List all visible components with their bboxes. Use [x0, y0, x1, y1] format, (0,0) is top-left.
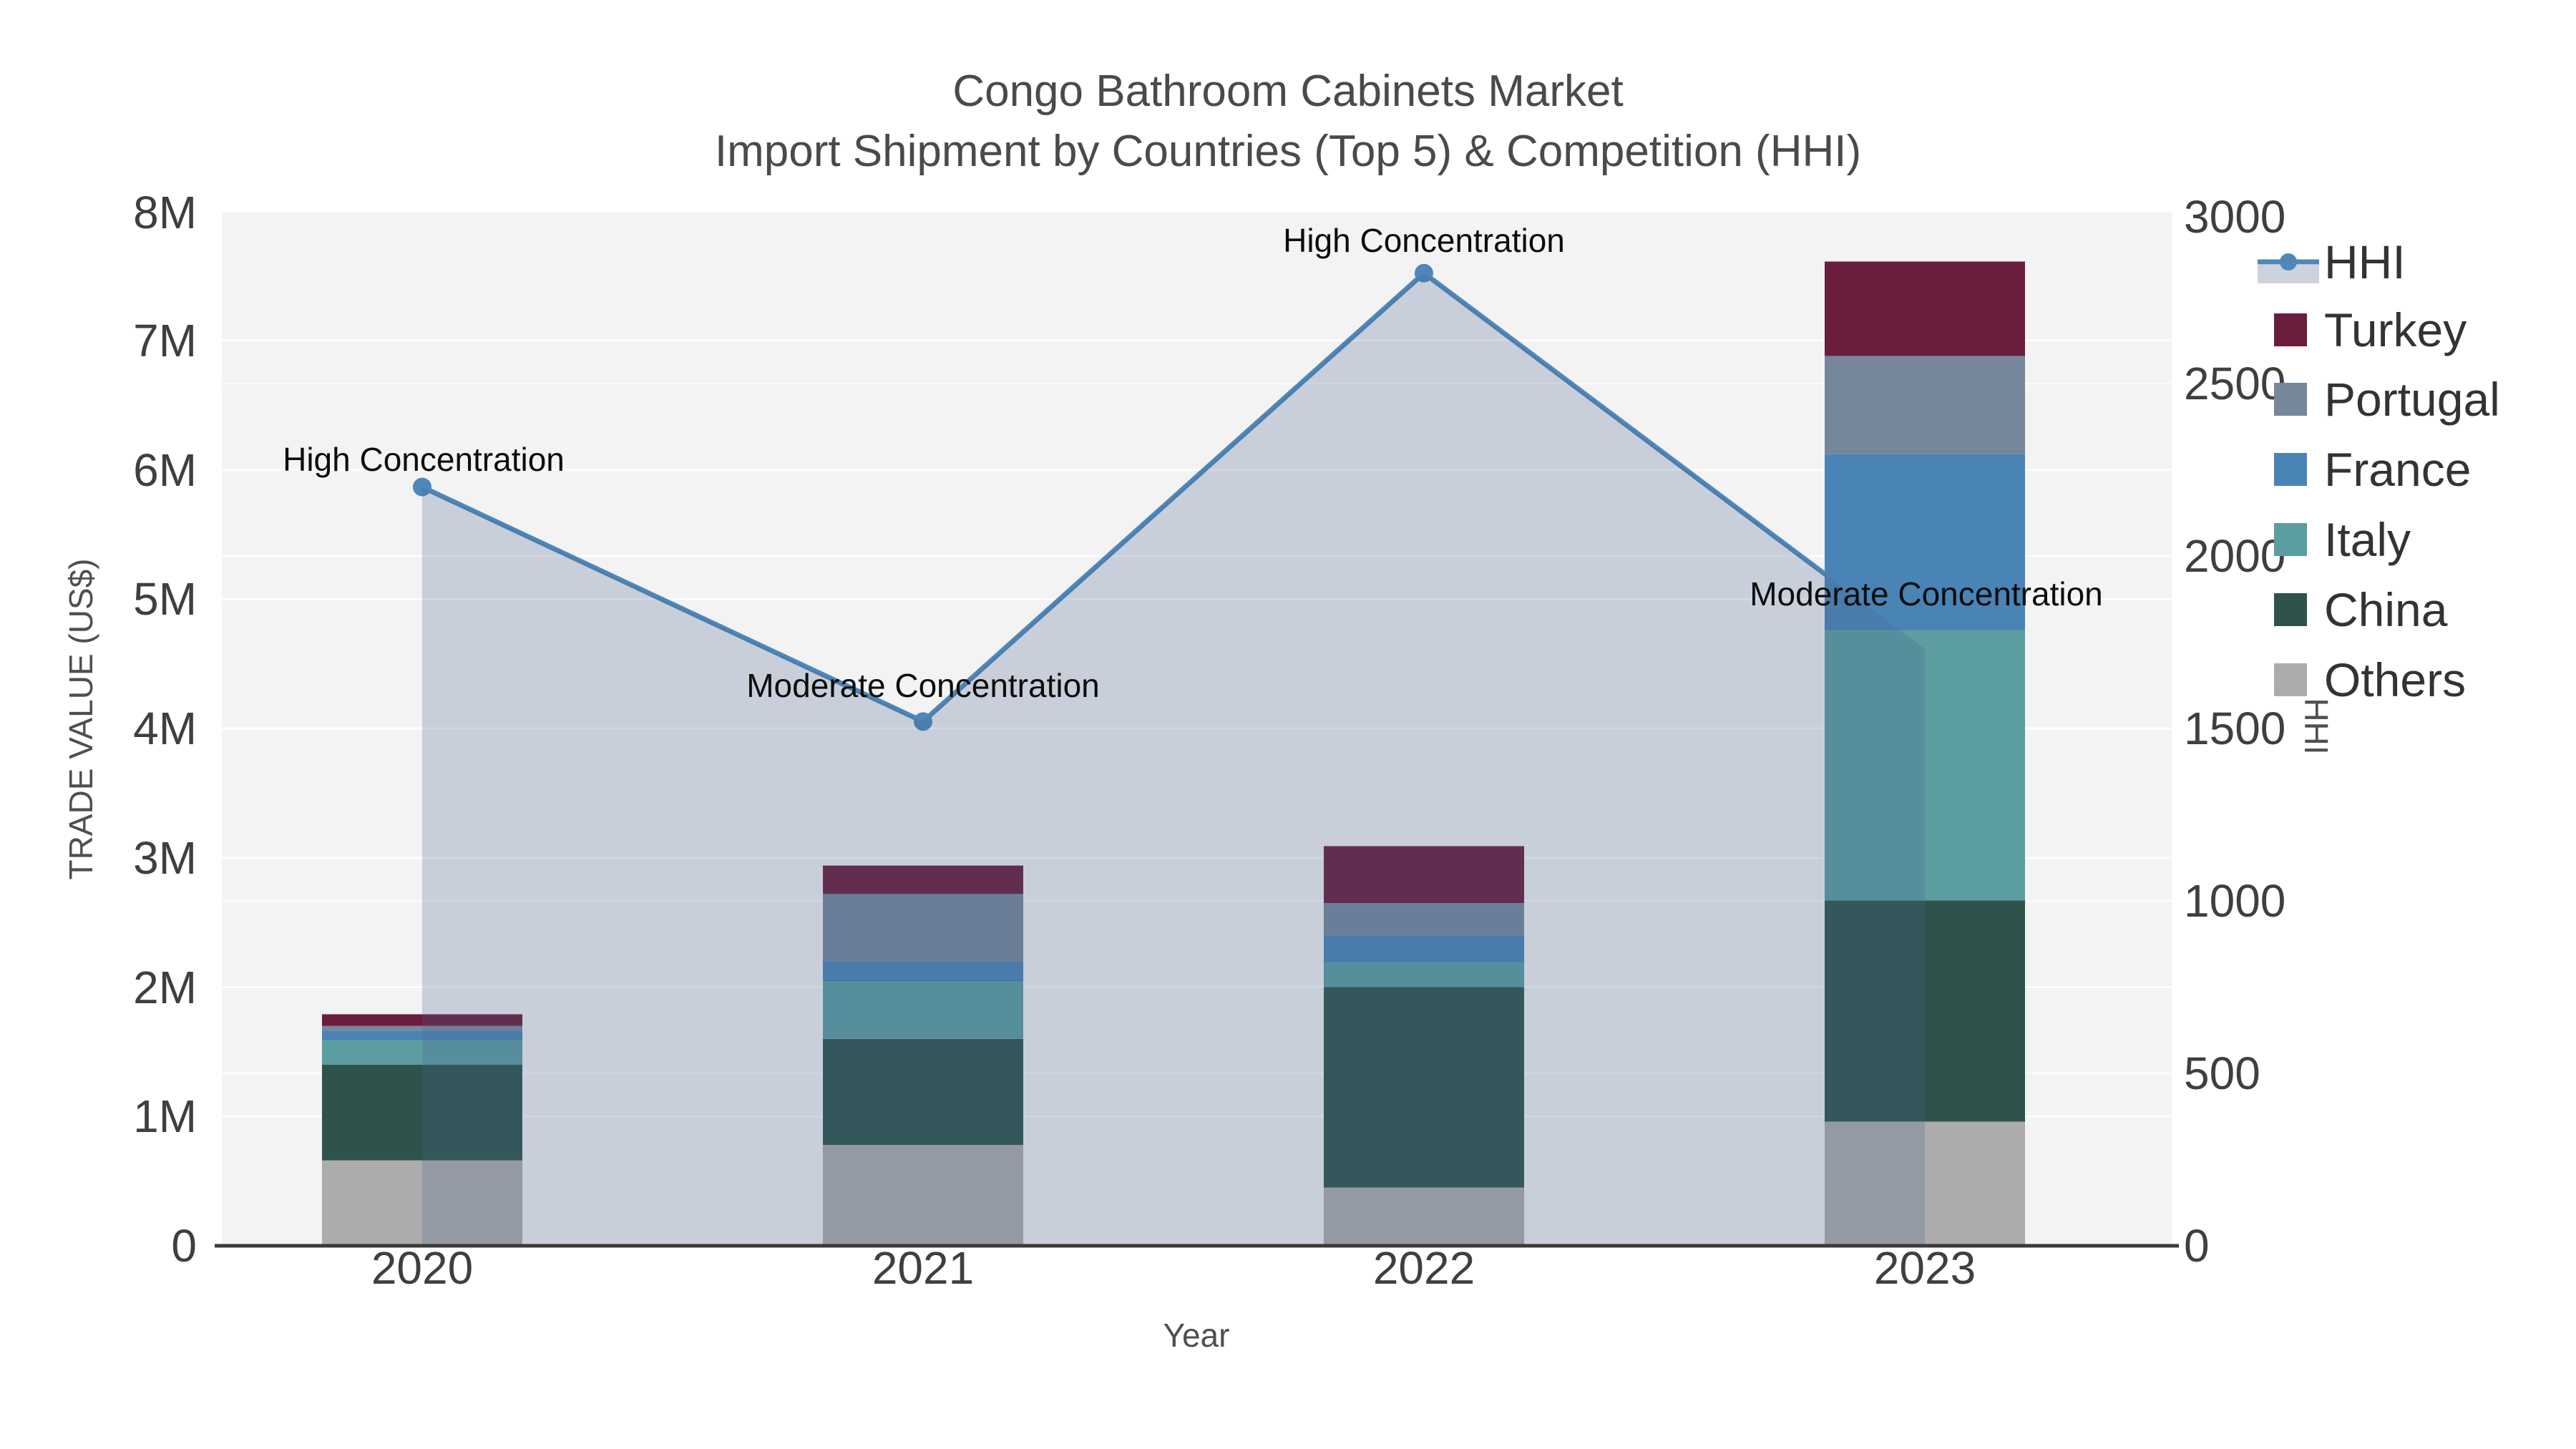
hhi-marker-2021: [914, 712, 932, 731]
bar-segment-2020-portugal: [322, 1025, 522, 1031]
hhi-area-fill-layer: [422, 273, 1925, 1246]
hhi-area-fill: [422, 273, 1925, 1246]
bar-segment-2023-italy: [1825, 630, 2025, 901]
hhi-line: [421, 270, 1927, 725]
y-left-tick: 5M: [133, 573, 197, 625]
y-left-tick: 0: [171, 1220, 197, 1272]
y-right-tick: 0: [2184, 1220, 2210, 1272]
legend-item-portugal: Portugal: [2274, 373, 2500, 426]
y-axis-left-title: TRADE VALUE (US$): [62, 558, 99, 879]
y-left-tick: 1M: [133, 1091, 197, 1142]
legend-label-france: France: [2324, 443, 2471, 496]
bar-segment-2022-portugal: [1324, 903, 1524, 936]
chart-title: Congo Bathroom Cabinets Market: [952, 67, 1623, 116]
annotation-2023: Moderate Concentration: [1750, 575, 2103, 613]
bar-segment-2023-others: [1825, 1121, 2025, 1246]
legend-label-china: China: [2324, 583, 2448, 636]
annotation-2020: High Concentration: [283, 441, 565, 478]
y-axis-right-ticks: 0 500 1000 1500 2000 2500 3000: [2184, 191, 2285, 1272]
annotation-2022: High Concentration: [1283, 222, 1565, 259]
y-axis-right-title: HHI: [2298, 698, 2335, 754]
x-tick-2021: 2021: [872, 1242, 974, 1294]
others-swatch: [2274, 663, 2307, 696]
france-swatch: [2274, 453, 2307, 486]
hhi-marker-swatch: [2280, 253, 2297, 270]
y-right-tick: 2000: [2184, 530, 2285, 582]
portugal-swatch: [2274, 383, 2307, 416]
y-left-tick: 6M: [133, 444, 197, 496]
legend-item-others: Others: [2274, 653, 2466, 706]
legend-label-others: Others: [2324, 653, 2466, 706]
x-axis-title: Year: [1163, 1317, 1230, 1354]
legend-label-hhi: HHI: [2324, 235, 2406, 288]
x-tick-2023: 2023: [1874, 1242, 1976, 1294]
bar-segment-2022-turkey: [1324, 846, 1524, 904]
x-tick-2020: 2020: [371, 1242, 473, 1294]
y-left-tick: 3M: [133, 832, 197, 884]
annotation-2021: Moderate Concentration: [746, 667, 1100, 704]
legend-item-hhi: HHI: [2258, 235, 2406, 288]
hhi-annotations: High Concentration Moderate Concentratio…: [283, 222, 2103, 704]
y-left-tick: 2M: [133, 962, 197, 1013]
bar-segment-2022-italy: [1324, 962, 1524, 987]
bar-segment-2023-china: [1825, 900, 2025, 1122]
y-left-tick: 4M: [133, 703, 197, 754]
bar-segment-2023-turkey: [1825, 261, 2025, 356]
chart-subtitle: Import Shipment by Countries (Top 5) & C…: [715, 127, 1861, 176]
turkey-swatch: [2274, 313, 2307, 346]
bar-segment-2022-france: [1324, 935, 1524, 963]
y-right-tick: 500: [2184, 1048, 2260, 1099]
bar-segment-2020-china: [322, 1064, 522, 1161]
legend-label-portugal: Portugal: [2324, 373, 2500, 426]
bar-segment-2021-france: [823, 961, 1023, 982]
legend-item-turkey: Turkey: [2274, 303, 2467, 356]
bar-segment-2021-italy: [823, 982, 1023, 1039]
china-swatch: [2274, 593, 2307, 626]
y-left-tick: 7M: [133, 315, 197, 366]
bar-segment-2021-others: [823, 1145, 1023, 1246]
bar-segment-2020-others: [322, 1160, 522, 1246]
bar-segment-2020-italy: [322, 1040, 522, 1065]
x-tick-2022: 2022: [1373, 1242, 1475, 1294]
legend: HHI Turkey Portugal France Italy China O…: [2258, 235, 2500, 706]
bar-segment-2020-turkey: [322, 1014, 522, 1026]
bar-segment-2021-china: [823, 1038, 1023, 1146]
y-axis-left-ticks: 0 1M 2M 3M 4M 5M 6M 7M 8M: [133, 187, 197, 1272]
bar-segment-2022-china: [1324, 987, 1524, 1188]
legend-item-china: China: [2274, 583, 2448, 636]
y-left-tick: 8M: [133, 187, 197, 238]
y-right-tick: 2500: [2184, 358, 2285, 409]
legend-label-turkey: Turkey: [2324, 303, 2467, 356]
stacked-bars-layer: [322, 261, 2025, 1246]
bar-segment-2021-turkey: [823, 865, 1023, 894]
bar-segment-2023-france: [1825, 454, 2025, 630]
legend-item-france: France: [2274, 443, 2471, 496]
hhi-marker-2022: [1415, 263, 1433, 283]
bar-segment-2023-portugal: [1825, 356, 2025, 454]
bar-segment-2020-france: [322, 1030, 522, 1040]
bar-segment-2022-others: [1324, 1187, 1524, 1246]
y-right-tick: 1000: [2184, 875, 2285, 927]
y-right-tick: 3000: [2184, 191, 2285, 243]
hhi-marker-2020: [413, 477, 431, 497]
bar-segment-2021-portugal: [823, 894, 1023, 962]
italy-swatch: [2274, 523, 2307, 556]
x-axis-ticks: 2020 2021 2022 2023: [371, 1242, 1976, 1294]
legend-label-italy: Italy: [2324, 513, 2411, 566]
y-right-tick: 1500: [2184, 703, 2285, 754]
legend-item-italy: Italy: [2274, 513, 2411, 566]
